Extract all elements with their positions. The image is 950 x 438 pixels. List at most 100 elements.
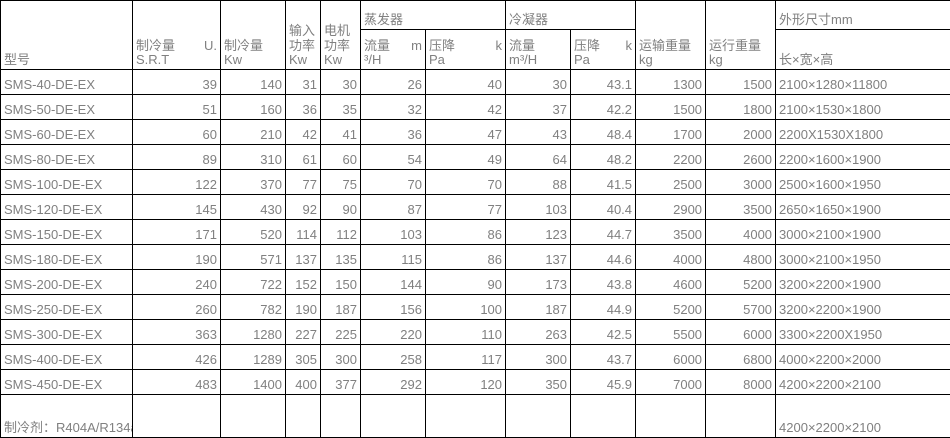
cell-input-power: 114 — [286, 220, 321, 245]
cell-input-power: 36 — [286, 95, 321, 120]
cell-running-weight: 1800 — [706, 95, 776, 120]
cell-transport-weight: 2500 — [636, 170, 706, 195]
header-running-weight: 运行重量 kg — [706, 1, 776, 70]
cell-transport-weight: 4600 — [636, 270, 706, 295]
cell-running-weight: 6800 — [706, 345, 776, 370]
cell-transport-weight: 5200 — [636, 295, 706, 320]
header-evap-flow-label: 流量 — [364, 39, 390, 54]
cell-evap-drop: 86 — [426, 245, 506, 270]
cell-capacity-kw: 1400 — [221, 370, 286, 395]
cell-capacity-srt: 426 — [133, 345, 221, 370]
cell-evap-drop: 120 — [426, 370, 506, 395]
cell-motor-power: 75 — [321, 170, 361, 195]
header-condenser-group: 冷凝器 — [506, 1, 636, 30]
cell-capacity-kw: 520 — [221, 220, 286, 245]
header-evap-flow-top: 流量 m — [364, 39, 422, 54]
cell-capacity-kw: 1289 — [221, 345, 286, 370]
header-capacity-kw-unit: Kw — [224, 53, 282, 68]
cell-model: SMS-200-DE-EX — [1, 270, 133, 295]
cell-cond-drop: 41.5 — [571, 170, 636, 195]
cell-model: SMS-300-DE-EX — [1, 320, 133, 345]
cell-evap-drop: 100 — [426, 295, 506, 320]
cell-capacity-kw: 370 — [221, 170, 286, 195]
cell-evap-flow: 103 — [361, 220, 426, 245]
cell-dimensions: 3200×2200×1900 — [776, 295, 950, 320]
header-evap-flow-unit-prefix: m — [411, 39, 422, 54]
cell-capacity-srt: 483 — [133, 370, 221, 395]
cell-model: SMS-180-DE-EX — [1, 245, 133, 270]
cell-evap-flow: 54 — [361, 145, 426, 170]
header-capacity-srt-label: 制冷量 — [136, 39, 175, 54]
cell-evap-drop: 117 — [426, 345, 506, 370]
cell-capacity-kw: 140 — [221, 70, 286, 95]
header-evap-drop-label: 压降 — [429, 39, 455, 54]
cell-cond-flow: 64 — [506, 145, 571, 170]
cell-capacity-srt: 89 — [133, 145, 221, 170]
cell-motor-power: 300 — [321, 345, 361, 370]
header-capacity-kw-label: 制冷量 — [224, 39, 282, 54]
cell-capacity-kw: 782 — [221, 295, 286, 320]
cell-cond-flow: 123 — [506, 220, 571, 245]
cell-cond-flow: 187 — [506, 295, 571, 320]
cell-cond-drop: 45.9 — [571, 370, 636, 395]
header-cond-drop: 压降 k Pa — [571, 30, 636, 70]
header-transport-weight-label: 运输重量 — [639, 39, 702, 54]
cell-transport-weight: 1300 — [636, 70, 706, 95]
empty-cell — [361, 395, 426, 438]
cell-input-power: 61 — [286, 145, 321, 170]
header-capacity-srt-unit: S.R.T — [136, 53, 217, 68]
cell-motor-power: 225 — [321, 320, 361, 345]
cell-model: SMS-400-DE-EX — [1, 345, 133, 370]
cell-cond-drop: 42.2 — [571, 95, 636, 120]
cell-cond-drop: 43.8 — [571, 270, 636, 295]
cell-running-weight: 4800 — [706, 245, 776, 270]
header-dimensions-sub: 长×宽×高 — [776, 30, 950, 70]
cell-running-weight: 5200 — [706, 270, 776, 295]
cell-input-power: 227 — [286, 320, 321, 345]
cell-capacity-kw: 1280 — [221, 320, 286, 345]
cell-capacity-kw: 430 — [221, 195, 286, 220]
cell-capacity-srt: 60 — [133, 120, 221, 145]
header-motor-power-label2: 功率 — [324, 39, 357, 54]
cell-capacity-kw: 160 — [221, 95, 286, 120]
cell-input-power: 190 — [286, 295, 321, 320]
cell-evap-flow: 26 — [361, 70, 426, 95]
cell-cond-flow: 103 — [506, 195, 571, 220]
cell-transport-weight: 5500 — [636, 320, 706, 345]
cell-evap-flow: 115 — [361, 245, 426, 270]
cell-evap-drop: 40 — [426, 70, 506, 95]
cell-evap-flow: 292 — [361, 370, 426, 395]
cell-cond-flow: 350 — [506, 370, 571, 395]
empty-cell — [286, 395, 321, 438]
cell-cond-flow: 137 — [506, 245, 571, 270]
cell-cond-flow: 88 — [506, 170, 571, 195]
cell-dimensions: 3300×2200X1950 — [776, 320, 950, 345]
footer-dimensions: 4200×2200×2100 — [776, 395, 950, 438]
cell-transport-weight: 2900 — [636, 195, 706, 220]
cell-model: SMS-40-DE-EX — [1, 70, 133, 95]
header-evap-drop-top: 压降 k — [429, 39, 502, 54]
cell-cond-flow: 173 — [506, 270, 571, 295]
cell-transport-weight: 2200 — [636, 145, 706, 170]
cell-evap-drop: 42 — [426, 95, 506, 120]
cell-evap-flow: 156 — [361, 295, 426, 320]
cell-evap-drop: 86 — [426, 220, 506, 245]
cell-model: SMS-120-DE-EX — [1, 195, 133, 220]
empty-cell — [636, 395, 706, 438]
cell-cond-flow: 30 — [506, 70, 571, 95]
cell-dimensions: 2200X1530X1800 — [776, 120, 950, 145]
cell-capacity-srt: 51 — [133, 95, 221, 120]
cell-running-weight: 2600 — [706, 145, 776, 170]
cell-cond-drop: 44.9 — [571, 295, 636, 320]
cell-dimensions: 4000×2200×2000 — [776, 345, 950, 370]
cell-cond-flow: 43 — [506, 120, 571, 145]
cell-evap-drop: 70 — [426, 170, 506, 195]
